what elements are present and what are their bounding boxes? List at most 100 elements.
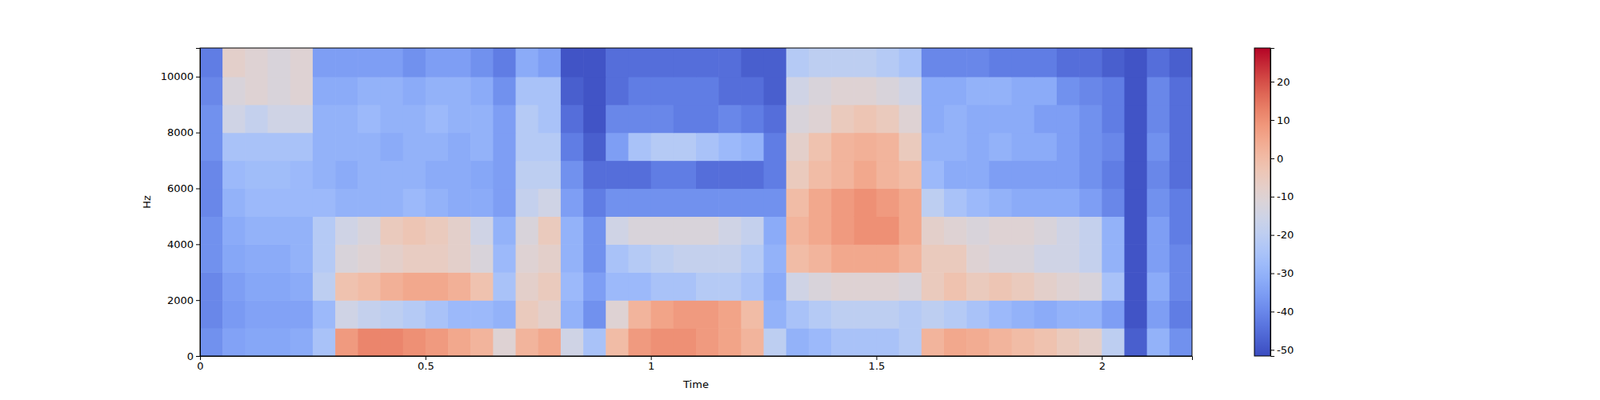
cell [1056, 216, 1080, 245]
cell [921, 188, 945, 217]
cell [1124, 188, 1148, 217]
cell [944, 328, 968, 356]
cell [268, 104, 292, 134]
cell [876, 76, 900, 106]
cell [899, 48, 923, 77]
cell [425, 300, 449, 329]
cell [290, 160, 314, 190]
cell [1147, 216, 1171, 245]
cell [1034, 104, 1058, 134]
cell [853, 244, 877, 273]
cell [966, 328, 990, 356]
cell [786, 272, 810, 301]
cell [335, 188, 359, 217]
cell [1101, 132, 1125, 162]
cell [988, 132, 1012, 162]
cell [899, 76, 923, 106]
cell [718, 48, 742, 77]
cell [200, 132, 224, 162]
cell [944, 132, 968, 162]
cell [583, 272, 607, 301]
cell [786, 76, 810, 106]
cell [357, 104, 381, 134]
cell [696, 76, 720, 106]
cell [876, 48, 900, 77]
cell [1012, 160, 1036, 190]
cell [492, 48, 516, 77]
cell [966, 104, 990, 134]
cell [448, 188, 472, 217]
cell [628, 244, 652, 273]
cell [944, 272, 968, 301]
cell [1056, 104, 1080, 134]
cell [718, 244, 742, 273]
cell [403, 132, 427, 162]
cell [966, 76, 990, 106]
cell [808, 216, 832, 245]
cell [1012, 244, 1036, 273]
y-axis-title: Hz [140, 195, 153, 209]
cell [200, 76, 224, 106]
tick-label: 2 [1099, 360, 1106, 372]
cell [403, 160, 427, 190]
cell [268, 244, 292, 273]
cell [1147, 132, 1171, 162]
tick-label: -40 [1276, 305, 1294, 318]
cell [380, 104, 404, 134]
cell [538, 188, 562, 217]
cell [1012, 216, 1036, 245]
cell [583, 328, 607, 356]
cell [831, 132, 855, 162]
cell [853, 188, 877, 217]
cell [357, 328, 381, 356]
cell [966, 132, 990, 162]
cell [808, 48, 832, 77]
cell [921, 48, 945, 77]
cell [1012, 272, 1036, 301]
cell [628, 48, 652, 77]
tick-mark [1270, 81, 1275, 83]
cell [425, 244, 449, 273]
cell [944, 76, 968, 106]
tick-label: -10 [1276, 190, 1294, 203]
cell [1147, 300, 1171, 329]
cell [651, 216, 675, 245]
cell [403, 272, 427, 301]
cell [673, 216, 697, 245]
cell [1034, 188, 1058, 217]
cell [673, 160, 697, 190]
cell [1079, 48, 1103, 77]
cell [718, 272, 742, 301]
cell [740, 188, 764, 217]
cell [899, 188, 923, 217]
cell [831, 216, 855, 245]
cell [651, 300, 675, 329]
cell [244, 48, 268, 77]
cell [492, 76, 516, 106]
cell [222, 132, 246, 162]
cell [740, 48, 764, 77]
cell [1147, 328, 1171, 356]
cell [335, 48, 359, 77]
cell [425, 132, 449, 162]
cell [403, 328, 427, 356]
cell [380, 132, 404, 162]
cell [403, 244, 427, 273]
cell [312, 300, 336, 329]
tick-mark [196, 244, 200, 245]
cell [966, 272, 990, 301]
cell [1101, 188, 1125, 217]
cell [560, 160, 584, 190]
cell [1056, 188, 1080, 217]
cell [651, 104, 675, 134]
cell [1169, 188, 1192, 217]
cell [560, 216, 584, 245]
cell [244, 216, 268, 245]
cell [1124, 244, 1148, 273]
cell [1169, 244, 1192, 273]
cell [1034, 272, 1058, 301]
cell [808, 244, 832, 273]
cell [516, 48, 540, 77]
cells [200, 48, 1192, 356]
cell [740, 328, 764, 356]
